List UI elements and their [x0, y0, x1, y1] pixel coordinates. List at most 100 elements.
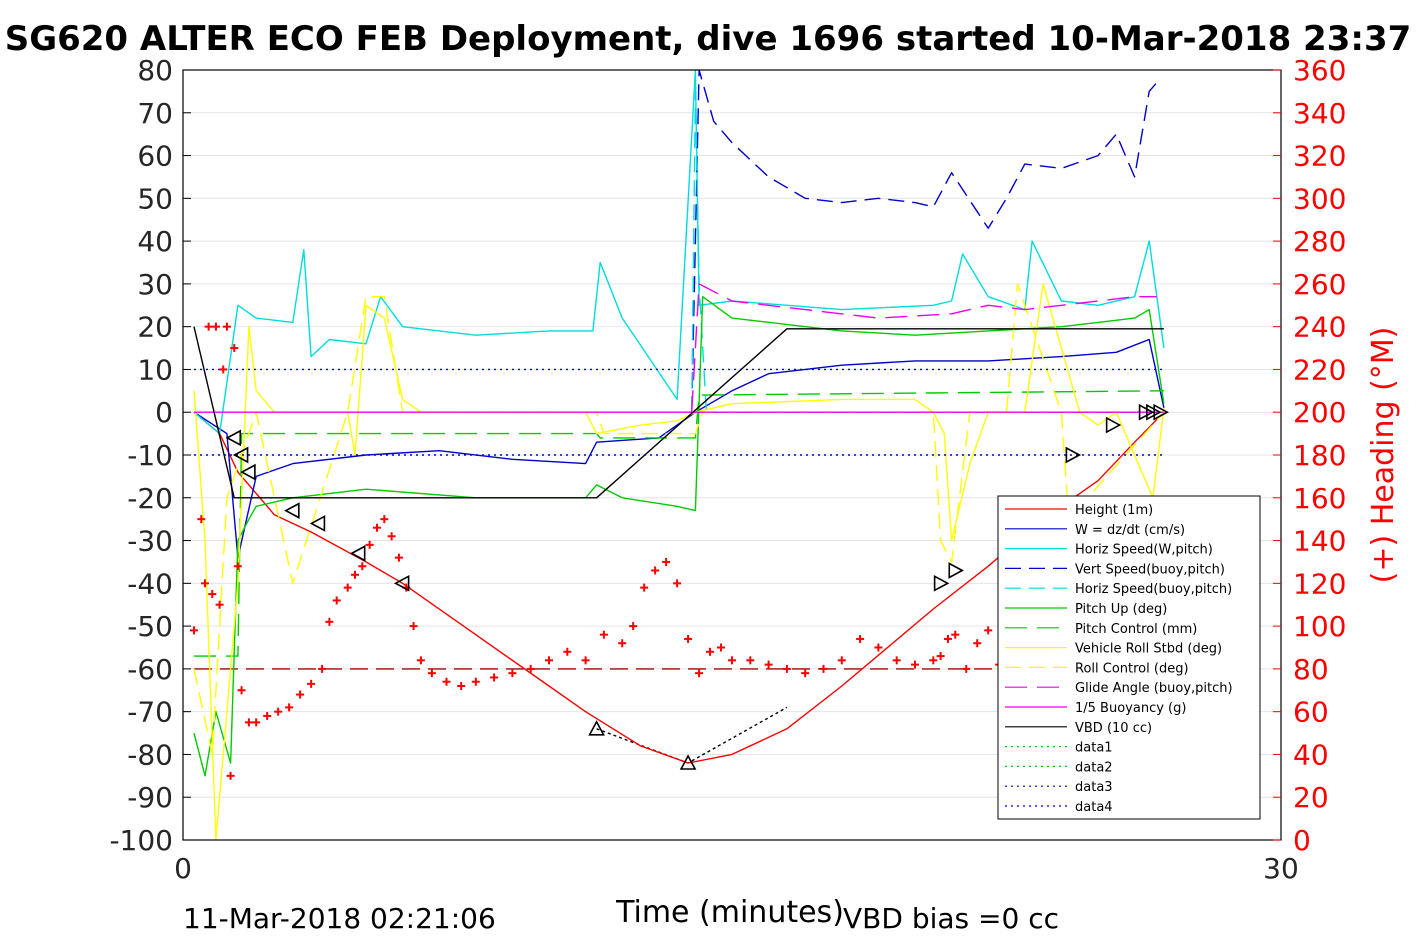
- heading-point: [380, 515, 389, 524]
- legend-entry: Pitch Control (mm): [1005, 622, 1197, 637]
- heading-point: [717, 643, 726, 652]
- y-left-tick-label: -90: [127, 781, 173, 814]
- heading-point: [307, 679, 316, 688]
- y-left-tick-label: -70: [127, 696, 173, 729]
- legend-entry: data4: [1005, 800, 1113, 815]
- legend-entry: data2: [1005, 760, 1113, 775]
- heading-point: [651, 566, 660, 575]
- heading-point: [222, 322, 231, 331]
- series-layer: [193, 69, 1165, 841]
- event-marker: [1065, 446, 1082, 464]
- heading-point: [237, 686, 246, 695]
- series-line-roll-control-deg: [193, 283, 1165, 756]
- heading-point: [929, 656, 938, 665]
- heading-point: [599, 630, 608, 639]
- y-right-tick-label: 180: [1293, 439, 1346, 472]
- y-left-tick-label: 60: [137, 140, 173, 173]
- legend-label: data4: [1075, 800, 1113, 815]
- heading-point: [427, 669, 436, 678]
- heading-point: [263, 711, 272, 720]
- series-line-vbd-10-cc: [193, 326, 1164, 499]
- y-axis-right-ticks: 3603403203002802602402202001801601401201…: [1273, 54, 1346, 857]
- event-marker: [284, 502, 300, 519]
- heading-point: [746, 656, 755, 665]
- event-marker: [1146, 403, 1162, 421]
- y-left-tick-label: 70: [137, 97, 173, 130]
- series-line-pitch-control-mm: [194, 390, 1164, 657]
- heading-point: [230, 344, 239, 353]
- legend-label: data3: [1075, 780, 1113, 795]
- heading-point: [973, 639, 982, 648]
- heading-point: [581, 656, 590, 665]
- heading-point: [471, 677, 480, 686]
- heading-point: [545, 656, 553, 665]
- heading-point: [296, 690, 305, 699]
- heading-point: [211, 322, 220, 331]
- y-left-tick-label: 0: [155, 396, 173, 429]
- heading-point: [416, 656, 425, 665]
- y-left-tick-label: -60: [127, 653, 173, 686]
- heading-point: [490, 673, 499, 682]
- legend-label: Roll Control (deg): [1075, 661, 1189, 676]
- heading-point: [984, 626, 993, 635]
- heading-point: [673, 579, 682, 588]
- x-tick-label: 30: [1263, 852, 1299, 885]
- heading-point: [318, 664, 327, 673]
- legend-label: Height (1m): [1075, 503, 1153, 518]
- heading-point: [684, 634, 693, 643]
- heading-point: [343, 583, 352, 592]
- series-line-horiz-speed-buoy-pitch: [691, 90, 1157, 413]
- legend-label: Pitch Control (mm): [1075, 622, 1197, 637]
- heading-point: [892, 656, 901, 665]
- heading-point: [951, 630, 960, 639]
- legend-label: Pitch Up (deg): [1075, 602, 1167, 617]
- y-right-tick-label: 320: [1293, 140, 1346, 173]
- heading-point: [508, 669, 517, 678]
- heading-point: [874, 643, 883, 652]
- heading-point: [856, 634, 865, 643]
- event-marker: [1138, 403, 1155, 421]
- heading-point: [226, 771, 235, 780]
- y-right-tick-label: 240: [1293, 311, 1346, 344]
- legend-label: data1: [1075, 741, 1113, 756]
- x-tick-label: 0: [174, 852, 192, 885]
- heading-point: [274, 707, 283, 716]
- heading-point: [962, 664, 971, 673]
- legend-entry: Vehicle Roll Stbd (deg): [1005, 642, 1222, 657]
- heading-point: [244, 718, 253, 727]
- y-right-tick-label: 120: [1293, 567, 1346, 600]
- heading-point: [358, 562, 367, 571]
- y-left-tick-label: -50: [127, 610, 173, 643]
- legend-label: W = dz/dt (cm/s): [1075, 523, 1185, 538]
- heading-point: [782, 664, 791, 673]
- legend-label: Vert Speed(buoy,pitch): [1075, 562, 1225, 577]
- heading-point: [563, 647, 572, 656]
- legend-label: Glide Angle (buoy,pitch): [1075, 681, 1233, 696]
- series-line-vehicle-roll-stbd-deg: [193, 283, 1165, 841]
- y-right-tick-label: 360: [1293, 54, 1346, 87]
- y-right-tick-label: 0: [1293, 824, 1311, 857]
- y-left-tick-label: -30: [127, 525, 173, 558]
- event-marker: [1153, 403, 1169, 421]
- heading-point: [801, 669, 810, 678]
- y-right-tick-label: 60: [1293, 696, 1329, 729]
- legend-box: [997, 495, 1261, 820]
- y-right-tick-label: 220: [1293, 353, 1346, 386]
- heading-point: [837, 656, 846, 665]
- heading-point: [936, 652, 945, 661]
- event-marker: [225, 429, 242, 447]
- y-left-tick-label: 10: [137, 353, 173, 386]
- event-marker: [393, 574, 410, 592]
- legend-entry: Horiz Speed(W,pitch): [1005, 543, 1213, 558]
- legend-label: Horiz Speed(buoy,pitch): [1075, 582, 1232, 597]
- y-right-tick-label: 160: [1293, 482, 1346, 515]
- event-marker: [679, 754, 697, 770]
- y-left-tick-label: 20: [137, 311, 173, 344]
- y-left-tick-label: 30: [137, 268, 173, 301]
- y-left-tick-label: 50: [137, 182, 173, 215]
- heading-point: [662, 557, 671, 566]
- legend-entry: Height (1m): [1005, 503, 1153, 518]
- legend-entry: Glide Angle (buoy,pitch): [1005, 681, 1233, 696]
- y-left-tick-label: -40: [127, 567, 173, 600]
